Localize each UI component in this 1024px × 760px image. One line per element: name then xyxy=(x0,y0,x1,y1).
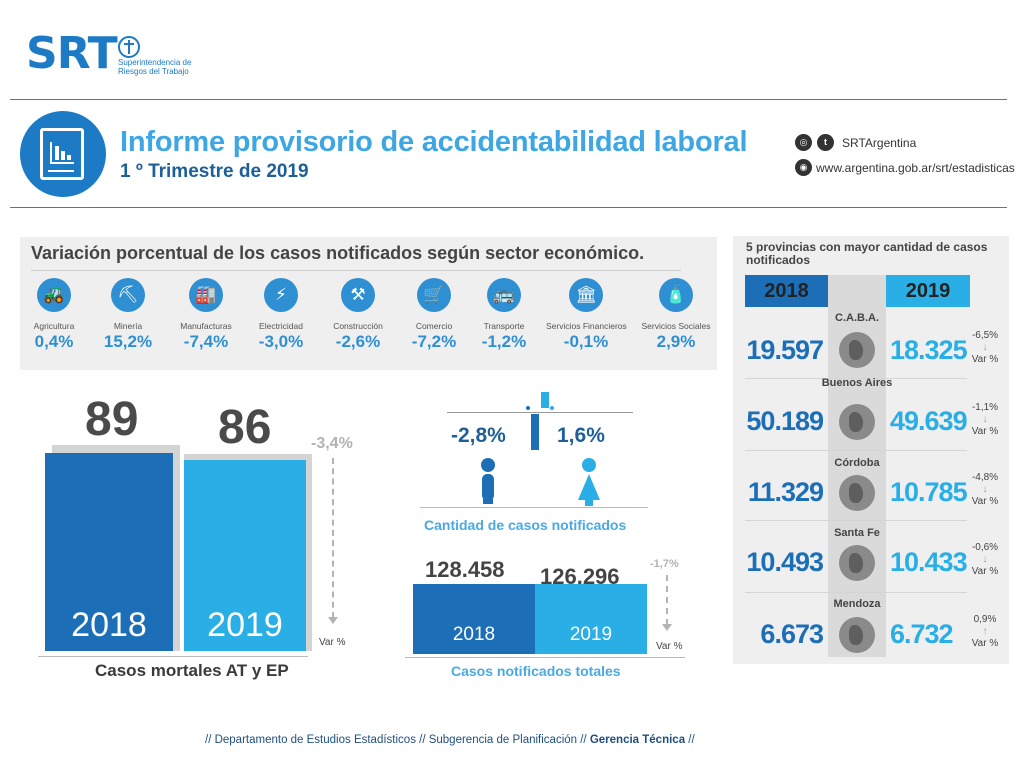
gender-axis-dot xyxy=(526,406,530,410)
totals-variation-line xyxy=(666,575,668,625)
province-2018-value: 11.329 xyxy=(747,477,824,507)
province-variation: -1,1% ↓ Var % xyxy=(971,402,999,437)
header-divider-bottom xyxy=(10,207,1007,208)
factory-icon: 🏭 xyxy=(189,278,223,312)
deaths-down-arrow-icon xyxy=(328,617,338,624)
totals-2018-value: 128.458 xyxy=(425,557,505,582)
sector-mineria: ⛏ Minería 15,2% xyxy=(88,278,168,352)
province-divider xyxy=(745,592,967,593)
province-name: Mendoza xyxy=(833,598,881,610)
gender-caption: Cantidad de casos notificados xyxy=(424,517,627,533)
sector-servicios-financieros: 🏛 Servicios Financieros -0,1% xyxy=(546,278,627,352)
male-person-icon xyxy=(478,458,498,504)
wheelbarrow-icon: ⚒ xyxy=(341,278,375,312)
province-2018-value: 6.673 xyxy=(760,619,824,649)
male-variation: -2,8% xyxy=(451,424,506,447)
province-divider xyxy=(745,378,967,379)
mendoza-map-icon xyxy=(839,617,875,653)
female-person-icon xyxy=(577,458,601,506)
lightning-icon: ⚡ xyxy=(264,278,298,312)
province-2018-value: 19.597 xyxy=(746,335,824,365)
totals-bar-2018: 2018 xyxy=(413,584,535,654)
deaths-variation-line xyxy=(332,458,334,618)
oil-pump-icon: ⛏ xyxy=(111,278,145,312)
provinces-title: 5 provincias con mayor cantidad de casos… xyxy=(746,240,988,267)
deaths-caption: Casos mortales AT y EP xyxy=(95,661,289,680)
female-variation: 1,6% xyxy=(557,424,605,447)
cleaning-icon: 🧴 xyxy=(659,278,693,312)
logo-subtitle: Superintendencia de Riesgos del Trabajo xyxy=(118,58,192,76)
sector-comercio: 🛒 Comercio -7,2% xyxy=(394,278,474,352)
totals-caption: Casos notificados totales xyxy=(451,663,621,679)
social-handle[interactable]: SRTArgentina xyxy=(842,136,917,150)
totals-down-arrow-icon xyxy=(662,624,672,631)
totals-baseline xyxy=(405,657,685,658)
province-divider xyxy=(745,450,967,451)
header-divider-top xyxy=(10,99,1007,100)
report-chart-icon xyxy=(50,142,74,164)
tractor-icon: 🚜 xyxy=(37,278,71,312)
province-name: Santa Fe xyxy=(834,527,880,539)
santa-fe-map-icon xyxy=(839,545,875,581)
deaths-2019-value: 86 xyxy=(218,401,272,454)
cart-icon: 🛒 xyxy=(417,278,451,312)
sector-manufacturas: 🏭 Manufacturas -7,4% xyxy=(166,278,246,352)
totals-var-label: Var % xyxy=(656,641,683,652)
province-2019-value: 49.639 xyxy=(890,406,968,436)
province-2019-value: 10.785 xyxy=(890,477,968,507)
sector-divider xyxy=(31,270,681,271)
female-bar xyxy=(541,392,549,408)
sector-agricultura: 🚜 Agricultura 0,4% xyxy=(14,278,94,352)
provinces-header-2019: 2019 xyxy=(886,275,970,307)
provinces-header-2018: 2018 xyxy=(745,275,828,307)
provinces-header-spacer xyxy=(828,275,886,307)
sector-transporte: 🚌 Transporte -1,2% xyxy=(464,278,544,352)
sector-electricidad: ⚡ Electricidad -3,0% xyxy=(241,278,321,352)
province-variation: 0,9% ↑ Var % xyxy=(971,614,999,649)
report-document-line xyxy=(48,170,74,172)
bank-icon: 🏛 xyxy=(569,278,603,312)
deaths-var-label: Var % xyxy=(319,637,346,648)
footer-credits: // Departamento de Estudios Estadísticos… xyxy=(205,734,695,746)
caba-map-icon xyxy=(839,332,875,368)
deaths-variation: -3,4% xyxy=(311,435,353,452)
deaths-2018-value: 89 xyxy=(85,393,139,446)
srt-logo-mark-icon xyxy=(118,36,140,58)
gender-divider xyxy=(420,507,648,508)
web-icon[interactable]: ◉ xyxy=(795,159,812,176)
website-link[interactable]: www.argentina.gob.ar/srt/estadisticas xyxy=(816,161,1015,175)
province-divider xyxy=(745,520,967,521)
province-2019-value: 10.433 xyxy=(890,547,968,577)
sector-panel-title: Variación porcentual de los casos notifi… xyxy=(31,243,645,263)
totals-bar-2019: 2019 xyxy=(535,584,647,654)
deaths-baseline xyxy=(38,656,308,657)
province-variation: -6,5% ↓ Var % xyxy=(971,330,999,365)
page-title: Informe provisorio de accidentabilidad l… xyxy=(120,126,748,158)
province-2019-value: 18.325 xyxy=(890,335,968,365)
page-subtitle: 1 º Trimestre de 2019 xyxy=(120,161,309,182)
province-2018-value: 50.189 xyxy=(746,406,824,436)
buenos-aires-map-icon xyxy=(839,404,875,440)
province-2018-value: 10.493 xyxy=(746,547,824,577)
province-name: C.A.B.A. xyxy=(835,312,879,324)
sector-servicios-sociales: 🧴 Servicios Sociales 2,9% xyxy=(636,278,716,352)
province-variation: -4,8% ↓ Var % xyxy=(971,472,999,507)
deaths-bar-2019: 2019 xyxy=(184,460,306,651)
province-variation: -0,6% ↓ Var % xyxy=(971,542,999,577)
deaths-bar-2018: 2018 xyxy=(45,453,173,651)
province-name: Buenos Aires xyxy=(821,377,893,389)
gender-axis xyxy=(447,412,633,413)
instagram-icon[interactable]: ◎ xyxy=(795,134,812,151)
province-name: Córdoba xyxy=(834,457,880,469)
gender-axis-dot-right xyxy=(550,406,554,410)
srt-logo: SRT xyxy=(26,28,118,79)
male-bar xyxy=(531,414,539,450)
report-document-icon xyxy=(40,128,84,180)
cordoba-map-icon xyxy=(839,475,875,511)
sector-construccion: ⚒ Construcción -2,6% xyxy=(318,278,398,352)
totals-variation: -1,7% xyxy=(650,558,679,570)
bus-icon: 🚌 xyxy=(487,278,521,312)
twitter-icon[interactable]: t xyxy=(817,134,834,151)
province-2019-value: 6.732 xyxy=(890,619,954,649)
